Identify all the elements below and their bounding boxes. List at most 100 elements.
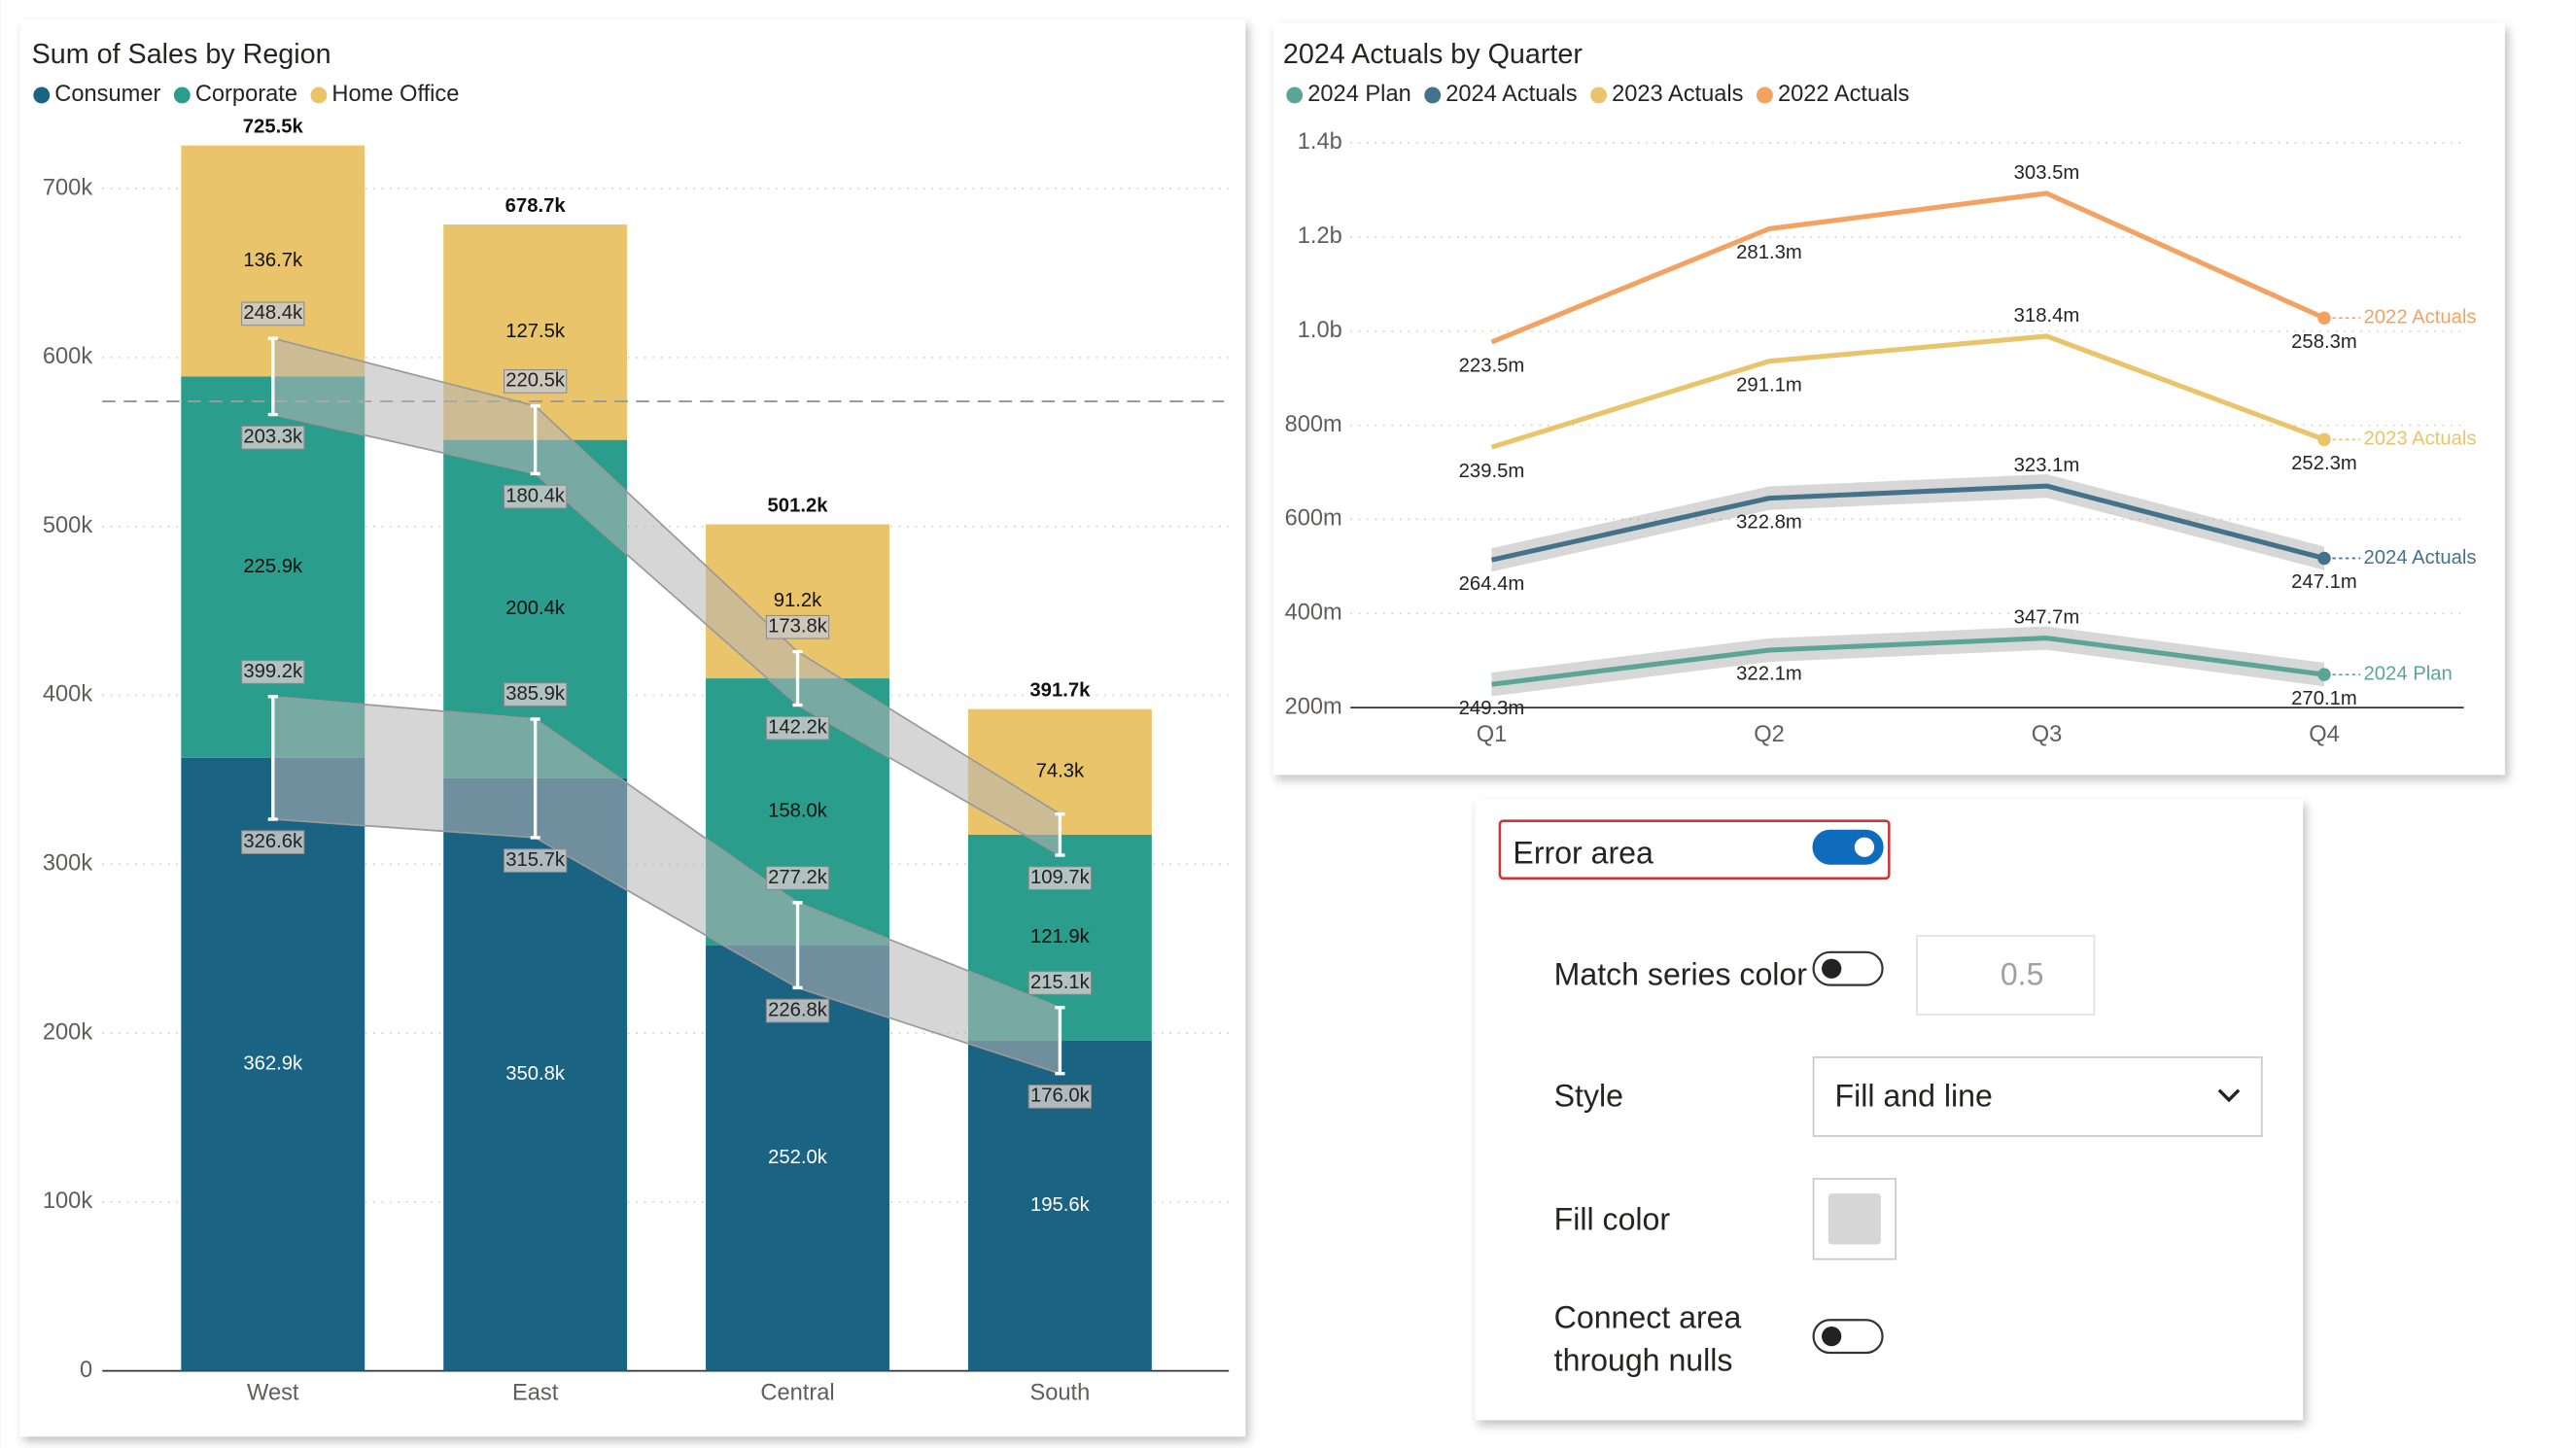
error-label: 203.3k	[243, 427, 303, 448]
data-label: 223.5m	[1459, 356, 1525, 377]
legend-label: 2022 Actuals	[1778, 82, 1909, 107]
data-label: 270.1m	[2291, 688, 2357, 709]
data-label: 249.3m	[1459, 698, 1525, 719]
error-label-bg	[504, 848, 568, 873]
total-label: 678.7k	[505, 195, 567, 217]
series-line	[1491, 636, 2325, 687]
total-label: 391.7k	[1029, 680, 1091, 702]
data-label: 323.1m	[2014, 455, 2080, 476]
error-label-bg	[1027, 866, 1093, 890]
error-label: 315.7k	[505, 849, 566, 871]
data-label: 136.7k	[243, 250, 303, 271]
legend-marker	[1286, 86, 1304, 104]
y-tick-label: 600k	[43, 344, 92, 369]
data-label: 200.4k	[505, 598, 566, 619]
error-area	[1491, 626, 2324, 697]
end-marker	[2317, 311, 2331, 325]
data-label: 74.3k	[1036, 761, 1085, 782]
y-tick-label: 400m	[1285, 601, 1342, 626]
input-value: 0.5	[2001, 957, 2044, 992]
error-label: 142.2k	[768, 717, 828, 739]
y-tick-label: 300k	[43, 850, 92, 876]
data-label: 127.5k	[505, 321, 566, 342]
data-label: 247.1m	[2291, 571, 2357, 593]
end-label: 2024 Plan	[2364, 664, 2453, 685]
error-label-bg	[765, 866, 830, 890]
y-tick-label: 800m	[1285, 412, 1342, 437]
error-label-bg	[504, 484, 568, 509]
setting-label: Style	[1554, 1079, 1623, 1114]
x-tick-label: South	[1030, 1381, 1091, 1406]
data-label: 252.3m	[2291, 453, 2357, 474]
total-label: 725.5k	[243, 117, 304, 138]
chevron	[2217, 1088, 2241, 1103]
highlight-box	[1498, 819, 1891, 880]
data-label: 347.7m	[2014, 607, 2080, 629]
y-tick-label: 100k	[43, 1189, 92, 1214]
card	[1272, 22, 2505, 776]
setting-label-box: Connect area through nulls	[1554, 1302, 1742, 1379]
error-label-bg	[241, 425, 305, 450]
error-label: 226.8k	[768, 999, 828, 1020]
input-box[interactable]	[1916, 935, 2096, 1016]
legend-label: Home Office	[331, 82, 459, 107]
error-label-bg	[1027, 1085, 1093, 1109]
error-label-bg	[241, 660, 305, 684]
error-label-bg	[241, 301, 305, 327]
data-label: 258.3m	[2291, 331, 2357, 353]
error-area	[271, 695, 537, 839]
dropdown[interactable]	[1812, 1056, 2263, 1137]
x-tick-label: West	[247, 1381, 299, 1406]
total-label: 501.2k	[768, 495, 829, 516]
color-swatch	[1828, 1193, 1881, 1245]
dropdown-value: Fill and line	[1835, 1079, 1993, 1114]
series-line	[1490, 190, 2326, 345]
setting-label: Error area	[1513, 836, 1654, 871]
end-marker	[2317, 432, 2331, 447]
error-label: 385.9k	[505, 683, 566, 705]
chart-title: Sum of Sales by Region	[32, 39, 331, 70]
data-label: 239.5m	[1459, 461, 1525, 482]
data-label: 322.1m	[1736, 664, 1802, 685]
error-label: 277.2k	[768, 867, 828, 888]
error-label: 220.5k	[505, 370, 566, 392]
error-label-bg	[765, 715, 830, 741]
data-label: 291.1m	[1736, 374, 1802, 396]
data-label: 318.4m	[2014, 305, 2080, 327]
y-tick-label: 1.0b	[1298, 318, 1342, 343]
series-line	[1490, 483, 2325, 563]
x-tick-label: Central	[760, 1381, 834, 1406]
error-label: 399.2k	[243, 661, 303, 682]
y-tick-label: 700k	[43, 175, 92, 200]
legend-marker	[173, 86, 191, 104]
end-label: 2023 Actuals	[2364, 429, 2477, 450]
error-label: 248.4k	[243, 302, 303, 324]
x-tick-label: Q2	[1754, 722, 1785, 747]
data-label: 225.9k	[243, 556, 303, 577]
toggle-knob	[1822, 958, 1842, 979]
y-tick-label: 1.4b	[1298, 129, 1342, 155]
error-label: 215.1k	[1030, 972, 1091, 993]
y-tick-label: 600m	[1285, 506, 1342, 532]
legend-label: Corporate	[195, 82, 297, 107]
x-tick-label: East	[512, 1381, 559, 1406]
error-label: 173.8k	[768, 616, 828, 638]
error-label-bg	[765, 614, 830, 639]
end-marker	[2317, 668, 2331, 681]
error-area	[1491, 474, 2324, 572]
y-tick-label: 200k	[43, 1019, 92, 1045]
legend-marker	[33, 86, 51, 104]
error-label-bg	[765, 998, 830, 1023]
data-label: 195.6k	[1030, 1194, 1091, 1216]
series-line	[1490, 333, 2325, 450]
legend-label: Consumer	[54, 82, 160, 107]
x-tick-label: Q1	[1477, 722, 1508, 747]
error-label-bg	[241, 830, 305, 854]
toggle-knob	[1822, 1326, 1842, 1347]
error-label: 180.4k	[505, 485, 566, 506]
end-label: 2022 Actuals	[2364, 307, 2477, 328]
setting-label: Match series color	[1554, 957, 1808, 992]
data-label: 303.5m	[2014, 162, 2080, 184]
data-label: 121.9k	[1030, 926, 1091, 948]
legend-marker	[310, 86, 328, 104]
